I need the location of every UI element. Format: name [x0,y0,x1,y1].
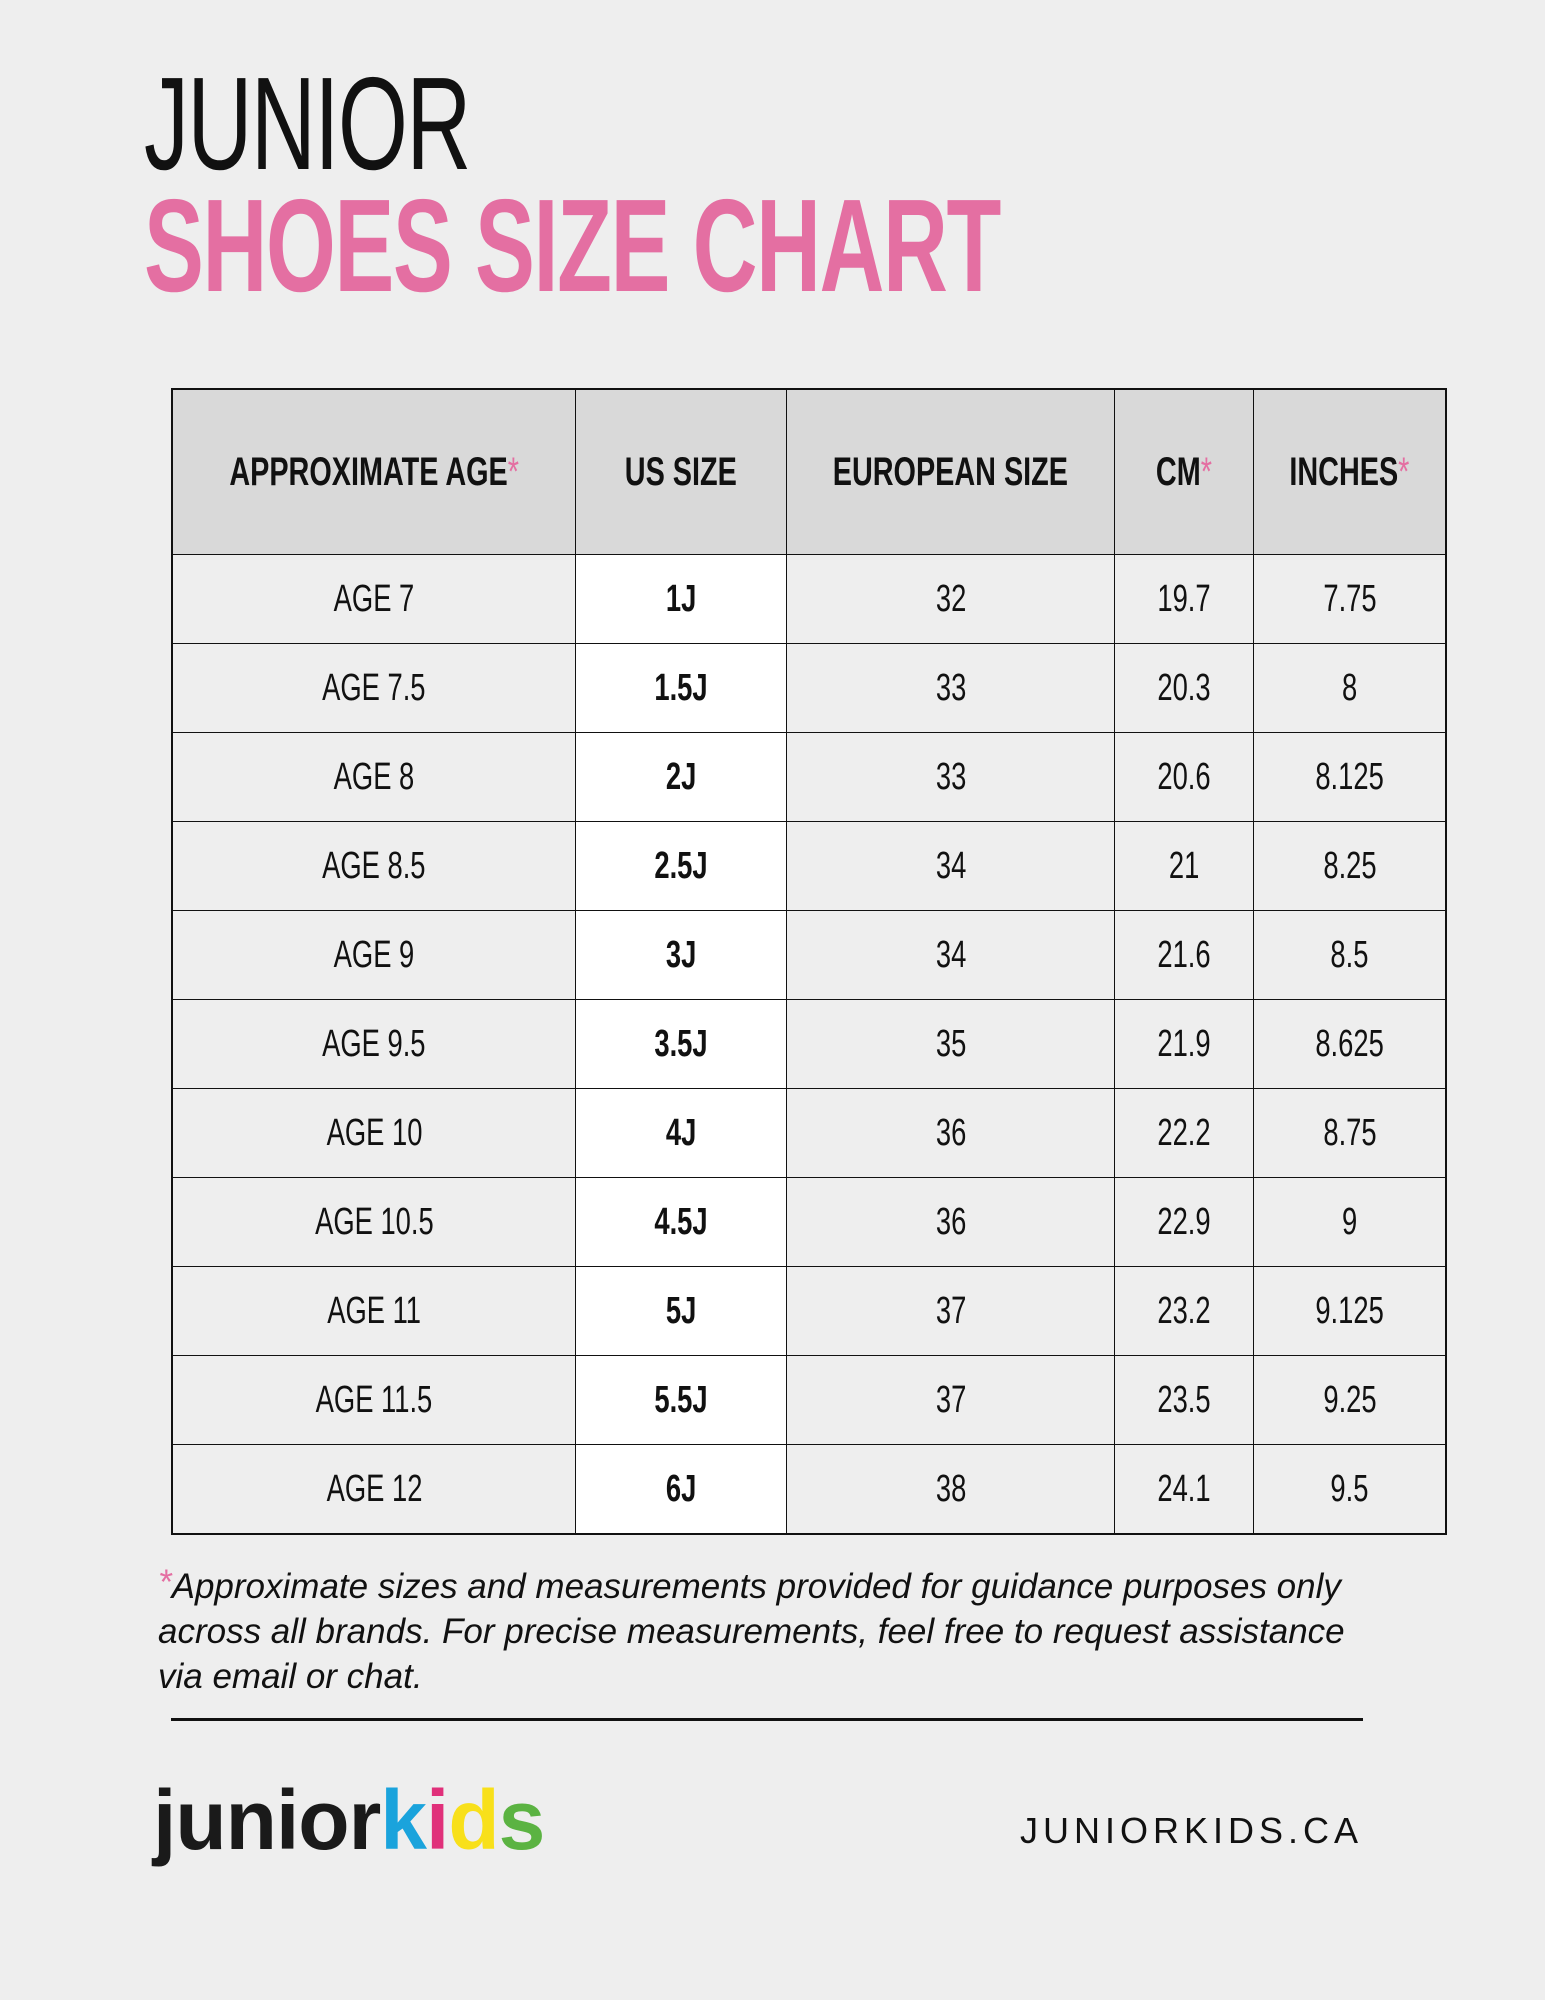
inches-cell: 8.75 [1253,1088,1447,1178]
us-size-cell: 4J [575,1088,788,1178]
age-cell: AGE 11.5 [171,1355,577,1445]
inches-cell: 8.125 [1253,732,1447,822]
cm-cell: 21.9 [1114,999,1254,1089]
title-line-1: JUNIOR [144,50,471,197]
european-size-cell: 38 [786,1444,1115,1535]
table-row: AGE 10.5 4.5J 36 22.9 9 [171,1177,1447,1267]
age-cell: AGE 10 [171,1088,577,1178]
inches-cell: 9.125 [1253,1266,1447,1356]
inches-cell: 8 [1253,643,1447,733]
cm-cell: 23.2 [1114,1266,1254,1356]
table-row: AGE 8 2J 33 20.6 8.125 [171,732,1447,822]
table-row: AGE 8.5 2.5J 34 21 8.25 [171,821,1447,911]
age-cell: AGE 8 [171,732,577,822]
us-size-cell: 5J [575,1266,788,1356]
age-cell: AGE 9 [171,910,577,1000]
column-header-label: US SIZE [625,449,738,494]
cm-cell: 22.9 [1114,1177,1254,1267]
age-cell: AGE 8.5 [171,821,577,911]
european-size-cell: 33 [786,732,1115,822]
cm-cell: 19.7 [1114,554,1254,644]
european-size-cell: 33 [786,643,1115,733]
footnote-asterisk: * [158,1563,172,1602]
us-size-cell: 6J [575,1444,788,1535]
table-row: AGE 12 6J 38 24.1 9.5 [171,1444,1447,1535]
age-cell: AGE 10.5 [171,1177,577,1267]
column-header: US SIZE [575,388,788,555]
us-size-cell: 3.5J [575,999,788,1089]
inches-cell: 7.75 [1253,554,1447,644]
website-link[interactable]: JUNIORKIDS.CA [1019,1810,1363,1851]
us-size-cell: 5.5J [575,1355,788,1445]
age-cell: AGE 7 [171,554,577,644]
european-size-cell: 37 [786,1266,1115,1356]
cm-cell: 24.1 [1114,1444,1254,1535]
age-cell: AGE 7.5 [171,643,577,733]
table-row: AGE 9.5 3.5J 35 21.9 8.625 [171,999,1447,1089]
european-size-cell: 34 [786,821,1115,911]
us-size-cell: 4.5J [575,1177,788,1267]
us-size-cell: 1.5J [575,643,788,733]
age-cell: AGE 9.5 [171,999,577,1089]
column-header: INCHES* [1253,388,1447,555]
column-header: CM* [1114,388,1254,555]
header-row: APPROXIMATE AGE* US SIZE EUROPEAN SIZE CM* I… [171,388,1447,555]
us-size-cell: 2J [575,732,788,822]
european-size-cell: 36 [786,1177,1115,1267]
asterisk: * [1398,449,1410,494]
table-row: AGE 9 3J 34 21.6 8.5 [171,910,1447,1000]
divider [171,1718,1363,1721]
cm-cell: 20.3 [1114,643,1254,733]
inches-cell: 9.5 [1253,1444,1447,1535]
us-size-cell: 2.5J [575,821,788,911]
table-row: AGE 7 1J 32 19.7 7.75 [171,554,1447,644]
us-size-cell: 3J [575,910,788,1000]
asterisk: * [1200,449,1212,494]
juniorkids-logo: juniorkids [153,1773,545,1867]
european-size-cell: 35 [786,999,1115,1089]
age-cell: AGE 11 [171,1266,577,1356]
cm-cell: 22.2 [1114,1088,1254,1178]
table-row: AGE 11.5 5.5J 37 23.5 9.25 [171,1355,1447,1445]
title-line-2-text: SHOES SIZE CHART [144,172,1001,319]
table-row: AGE 7.5 1.5J 33 20.3 8 [171,643,1447,733]
cm-cell: 21 [1114,821,1254,911]
column-header-label: APPROXIMATE AGE [229,449,508,494]
title-line-2: SHOES SIZE CHART [144,180,1403,312]
age-cell: AGE 12 [171,1444,577,1535]
inches-cell: 8.625 [1253,999,1447,1089]
column-header-label: INCHES [1289,449,1399,494]
asterisk: * [507,449,519,494]
inches-cell: 9 [1253,1177,1447,1267]
footnote-text: Approximate sizes and measurements provi… [158,1567,1345,1696]
inches-cell: 9.25 [1253,1355,1447,1445]
cm-cell: 21.6 [1114,910,1254,1000]
cm-cell: 23.5 [1114,1355,1254,1445]
column-header: APPROXIMATE AGE* [171,388,577,555]
european-size-cell: 34 [786,910,1115,1000]
table-row: AGE 11 5J 37 23.2 9.125 [171,1266,1447,1356]
column-header: EUROPEAN SIZE [786,388,1115,555]
us-size-cell: 1J [575,554,788,644]
inches-cell: 8.25 [1253,821,1447,911]
european-size-cell: 37 [786,1355,1115,1445]
size-chart-table: APPROXIMATE AGE* US SIZE EUROPEAN SIZE CM* I… [171,388,1447,1535]
inches-cell: 8.5 [1253,910,1447,1000]
footnote: *Approximate sizes and measurements prov… [158,1560,1388,1699]
table-row: AGE 10 4J 36 22.2 8.75 [171,1088,1447,1178]
european-size-cell: 36 [786,1088,1115,1178]
european-size-cell: 32 [786,554,1115,644]
cm-cell: 20.6 [1114,732,1254,822]
column-header-label: EUROPEAN SIZE [833,449,1069,494]
column-header-label: CM [1155,449,1201,494]
